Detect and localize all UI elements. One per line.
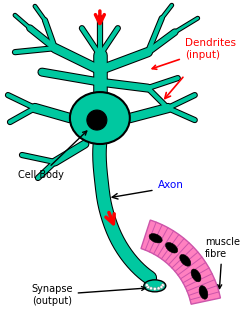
Ellipse shape: [166, 243, 178, 253]
Ellipse shape: [161, 284, 164, 287]
Text: muscle
fibre: muscle fibre: [205, 237, 240, 288]
Text: Cell Body: Cell Body: [18, 131, 87, 180]
Ellipse shape: [87, 110, 107, 130]
Text: Dendrites
(input): Dendrites (input): [152, 38, 236, 69]
Ellipse shape: [150, 287, 152, 290]
Ellipse shape: [149, 234, 162, 243]
Ellipse shape: [153, 287, 156, 290]
Ellipse shape: [180, 255, 191, 266]
Ellipse shape: [160, 286, 163, 288]
Ellipse shape: [191, 269, 201, 282]
Ellipse shape: [70, 92, 130, 144]
Polygon shape: [141, 220, 220, 304]
Ellipse shape: [145, 284, 148, 287]
Ellipse shape: [144, 280, 166, 292]
Ellipse shape: [199, 286, 208, 299]
Text: Synapse
(output): Synapse (output): [31, 284, 146, 306]
Ellipse shape: [147, 286, 150, 288]
Text: Axon: Axon: [158, 180, 184, 190]
Ellipse shape: [157, 287, 160, 290]
